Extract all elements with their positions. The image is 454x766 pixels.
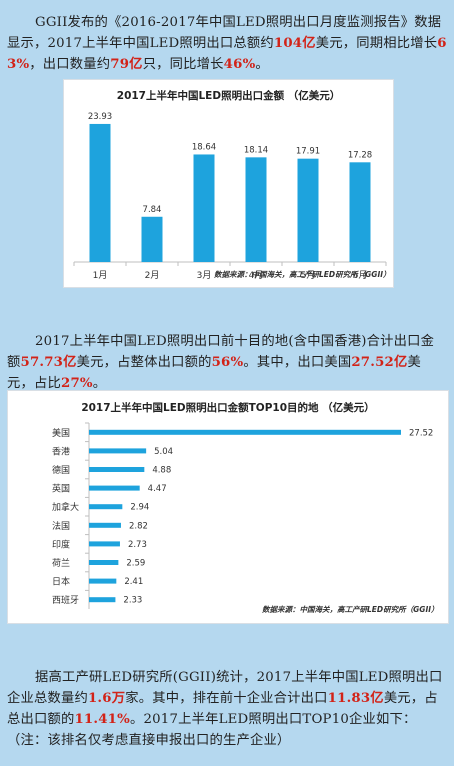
bar-荷兰 <box>89 560 119 565</box>
tick-label: 2月 <box>145 270 160 281</box>
data-label: 5.04 <box>154 447 173 457</box>
bar-香港 <box>89 448 147 454</box>
tick-label: 香港 <box>52 445 70 457</box>
bar-印度 <box>89 541 120 547</box>
paragraph-text: 美元，占总出口额的 <box>7 691 438 727</box>
monthly-export-bar-chart: 23.93 1月 7.84 2月 18.64 3月 18.14 4月 17.91 5月 17.28 6… <box>73 112 387 281</box>
monthly-export-chart-card: 2017上半年中国LED照明出口金额 （亿美元） 23.93 1月 7.84 2月 18… <box>63 79 394 288</box>
highlight-figure: 11.83亿 <box>327 691 384 706</box>
highlight-figure: 57.73亿 <box>20 355 77 370</box>
bar-西班牙 <box>89 597 116 603</box>
bar-日本 <box>89 578 117 584</box>
bar-2月 <box>141 216 163 262</box>
data-label: 2.94 <box>130 503 149 513</box>
monthly-chart-source: 数据来源：中国海关，高工产研LED研究所（GGII） <box>214 270 391 279</box>
paragraph-text: 家。其中，排在前十企业合计出口 <box>125 691 328 706</box>
tick-label: 加拿大 <box>52 501 79 513</box>
paragraph-text: 美元，占整体出口额的 <box>76 355 212 370</box>
highlight-figure: 27.52亿 <box>351 355 408 370</box>
data-label: 23.93 <box>88 112 112 122</box>
top10-destination-bar-chart: 27.52 美国 5.04 香港 4.88 德国 4.47 英国 2.94 加拿大 2.82 法国 2.… <box>52 422 433 609</box>
highlight-figure: 46% <box>223 57 256 72</box>
tick-label: 日本 <box>52 576 70 588</box>
paragraph-text: 。2017上半年LED照明出口TOP10企业如下：（注：该排名仅考虑直接申报出口… <box>7 712 417 748</box>
paragraph-text: ，出口数量约 <box>29 57 111 72</box>
data-label: 27.52 <box>409 428 433 438</box>
tick-label: 5月 <box>301 270 316 281</box>
paragraph-text: 美元，同期相比增长 <box>315 36 438 51</box>
tick-label: 4月 <box>249 270 264 281</box>
tick-label: 美国 <box>52 427 70 439</box>
top10-destination-chart-card: 2017上半年中国LED照明出口金额TOP10目的地 （亿美元） 27.52 美国… <box>7 390 449 624</box>
tick-label: 荷兰 <box>52 557 70 569</box>
companies-paragraph: 据高工产研LED研究所(GGII)统计，2017上半年中国LED照明出口企业总数… <box>7 667 447 751</box>
bar-1月 <box>89 123 111 262</box>
tick-label: 德国 <box>52 464 70 476</box>
data-label: 7.84 <box>143 205 162 215</box>
bar-3月 <box>193 154 215 262</box>
data-label: 2.82 <box>129 521 148 531</box>
bar-加拿大 <box>89 504 123 510</box>
intro-paragraph: GGII发布的《2016-2017年中国LED照明出口月度监测报告》数据显示，2… <box>7 12 447 75</box>
highlight-figure: 79亿 <box>110 57 143 72</box>
highlight-figure: 11.41% <box>74 712 130 727</box>
bar-5月 <box>297 158 319 262</box>
paragraph-text: GGII发布的《2016-2017年中国LED照明出口月度监测报告》数据显示，2… <box>7 15 442 51</box>
highlight-figure: 56% <box>211 355 244 370</box>
data-label: 4.47 <box>148 484 167 494</box>
paragraph-text: 。 <box>255 57 269 72</box>
highlight-figure: 27% <box>61 376 93 391</box>
tick-label: 英国 <box>52 483 70 495</box>
paragraph-text: 据高工产研LED研究所(GGII)统计，2017上半年中国LED照明出口企业总数… <box>7 670 443 706</box>
data-label: 18.64 <box>192 142 216 152</box>
data-label: 4.88 <box>152 466 171 476</box>
bar-英国 <box>89 485 140 491</box>
paragraph-text: 2017上半年中国LED照明出口前十目的地(含中国香港)合计出口金额 <box>7 334 435 370</box>
destinations-paragraph: 2017上半年中国LED照明出口前十目的地(含中国香港)合计出口金额57.73亿… <box>7 331 447 394</box>
data-label: 2.33 <box>123 596 142 606</box>
bar-4月 <box>245 157 267 262</box>
paragraph-text: 。 <box>92 376 107 391</box>
bar-美国 <box>89 429 401 435</box>
data-label: 2.73 <box>128 540 147 550</box>
paragraph-text: 。其中，出口美国 <box>243 355 352 370</box>
data-label: 17.91 <box>296 147 320 157</box>
top10-chart-source: 数据来源：中国海关，高工产研LED研究所（GGII） <box>262 605 439 614</box>
data-label: 18.14 <box>244 145 268 155</box>
tick-label: 西班牙 <box>52 594 79 606</box>
highlight-figure: 1.6万 <box>87 691 126 706</box>
tick-label: 6月 <box>353 270 368 281</box>
paragraph-text: 美元，占比 <box>7 355 421 391</box>
highlight-figure: 63% <box>7 36 447 72</box>
tick-label: 1月 <box>93 270 108 281</box>
tick-label: 3月 <box>197 270 212 281</box>
data-label: 2.41 <box>124 577 143 587</box>
paragraph-text: 只，同比增长 <box>142 57 224 72</box>
monthly-chart-title: 2017上半年中国LED照明出口金额 （亿美元） <box>116 90 341 102</box>
highlight-figure: 104亿 <box>273 36 316 51</box>
data-label: 17.28 <box>348 150 372 160</box>
bar-法国 <box>89 522 121 528</box>
data-label: 2.59 <box>126 559 145 569</box>
bar-6月 <box>349 162 371 262</box>
tick-label: 印度 <box>52 538 70 550</box>
bar-德国 <box>89 467 145 472</box>
tick-label: 法国 <box>52 520 70 532</box>
top10-chart-title: 2017上半年中国LED照明出口金额TOP10目的地 （亿美元） <box>81 402 375 414</box>
